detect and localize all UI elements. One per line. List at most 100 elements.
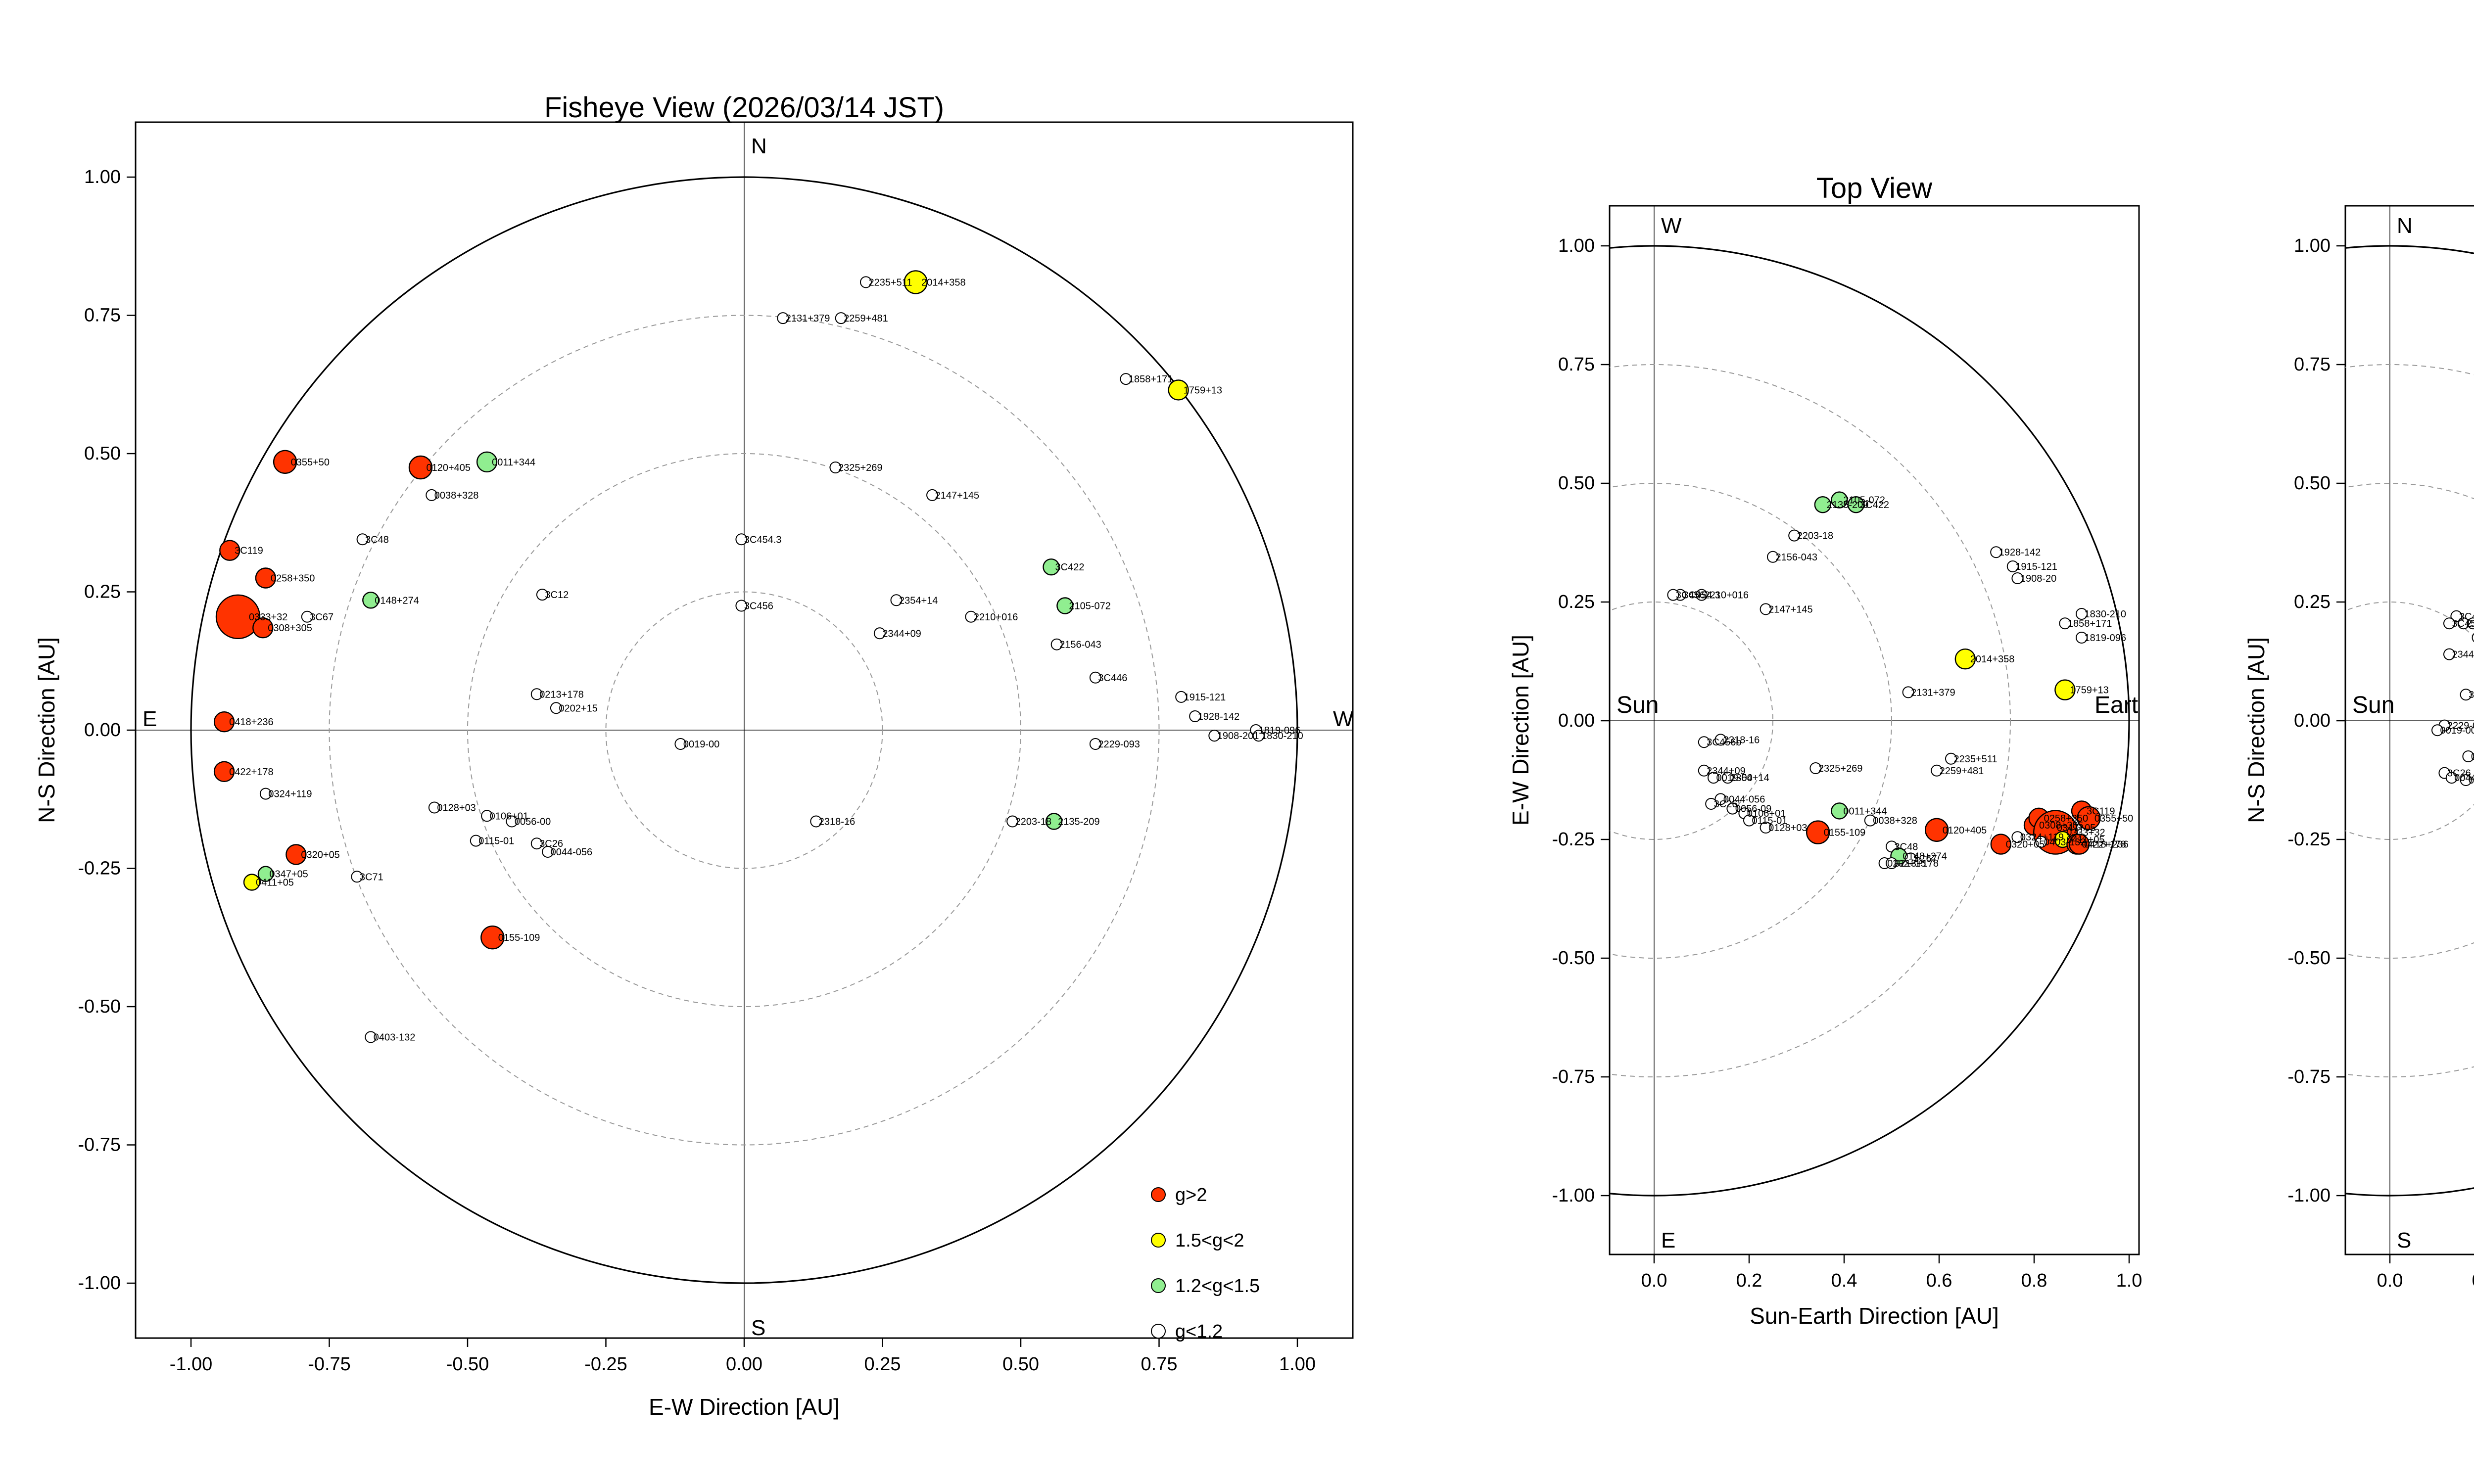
svg-text:3C119: 3C119 [235,546,263,556]
svg-text:0258+350: 0258+350 [271,573,315,584]
svg-text:-1.00: -1.00 [1552,1185,1595,1206]
svg-text:0.25: 0.25 [864,1354,901,1375]
svg-text:3C26: 3C26 [1714,799,1738,810]
svg-text:1908-201: 1908-201 [1217,731,1259,742]
svg-text:-0.75: -0.75 [78,1135,121,1156]
svg-text:2235+511: 2235+511 [869,277,912,288]
svg-text:Fisheye View (2026/03/14 JST): Fisheye View (2026/03/14 JST) [544,92,944,124]
svg-text:0.25: 0.25 [84,582,121,603]
svg-text:1908-20: 1908-20 [2020,573,2056,584]
svg-text:0333+32: 0333+32 [249,612,287,623]
svg-text:1.5<g<2: 1.5<g<2 [1175,1230,1244,1251]
svg-text:2259+481: 2259+481 [1940,766,1984,777]
svg-text:0403-132: 0403-132 [374,1032,416,1043]
svg-text:0.00: 0.00 [726,1354,762,1375]
svg-text:0011+344: 0011+344 [492,457,535,468]
svg-text:-0.50: -0.50 [1552,948,1595,969]
svg-text:2344+09: 2344+09 [882,628,921,639]
svg-text:E: E [1661,1228,1675,1252]
svg-text:1.0: 1.0 [2116,1270,2142,1291]
svg-text:0.0: 0.0 [2377,1270,2403,1291]
svg-text:0.25: 0.25 [1558,592,1595,612]
svg-text:0213+178: 0213+178 [539,689,584,700]
svg-text:Sun: Sun [1617,692,1659,718]
svg-text:-1.00: -1.00 [78,1273,121,1294]
svg-text:0.50: 0.50 [1558,473,1595,494]
svg-text:Sun: Sun [2352,692,2394,718]
svg-text:0019-00: 0019-00 [1716,773,1753,784]
svg-text:1759+13: 1759+13 [1184,385,1222,396]
svg-text:3C12: 3C12 [545,590,569,601]
svg-text:1.00: 1.00 [2294,235,2331,256]
svg-text:0324+119: 0324+119 [268,789,312,800]
svg-text:0.2: 0.2 [2472,1270,2474,1291]
svg-text:2318-16: 2318-16 [819,817,855,828]
svg-text:2344+09: 2344+09 [2452,649,2474,660]
svg-text:N-S Direction [AU]: N-S Direction [AU] [2243,637,2269,823]
svg-text:0056-00: 0056-00 [515,817,551,828]
svg-text:2235+511: 2235+511 [1954,754,1998,765]
svg-text:0418+236: 0418+236 [2084,839,2129,850]
svg-text:-0.75: -0.75 [1552,1067,1595,1087]
svg-text:2156-043: 2156-043 [1776,552,1818,563]
svg-text:1.2<g<1.5: 1.2<g<1.5 [1175,1276,1260,1297]
svg-text:0.75: 0.75 [2294,354,2331,375]
svg-text:-0.25: -0.25 [1552,829,1595,850]
svg-text:0.75: 0.75 [84,305,121,326]
svg-text:3C454.3: 3C454.3 [744,534,782,545]
svg-text:0320+05: 0320+05 [301,850,339,861]
svg-text:2105-072: 2105-072 [1069,601,1111,612]
svg-text:1928-142: 1928-142 [1999,547,2041,558]
svg-text:1819-096: 1819-096 [2085,633,2127,644]
svg-text:Sun-Earth Direction [AU]: Sun-Earth Direction [AU] [1750,1303,1999,1329]
svg-text:0148+274: 0148+274 [375,595,419,606]
svg-text:0115-01: 0115-01 [478,836,514,847]
svg-text:W: W [1661,214,1682,238]
svg-text:2210+016: 2210+016 [974,612,1018,623]
svg-text:2259+481: 2259+481 [844,313,888,324]
svg-text:N: N [2397,214,2413,238]
svg-text:Top View: Top View [1816,172,1933,204]
svg-text:-1.00: -1.00 [170,1354,213,1375]
svg-text:3C71: 3C71 [360,872,383,882]
svg-text:3C48: 3C48 [365,534,389,545]
svg-text:1.00: 1.00 [1279,1354,1316,1375]
svg-text:1.00: 1.00 [1558,235,1595,256]
svg-text:0.8: 0.8 [2021,1270,2047,1291]
svg-text:-0.25: -0.25 [2287,829,2331,850]
svg-text:0155-109: 0155-109 [498,932,540,943]
svg-text:3C446: 3C446 [2469,690,2474,700]
svg-text:0019-00: 0019-00 [683,739,719,750]
svg-text:E-W Direction [AU]: E-W Direction [AU] [649,1394,840,1420]
svg-text:2147+145: 2147+145 [935,490,980,501]
svg-text:2147+145: 2147+145 [1768,604,1813,615]
svg-text:0.75: 0.75 [1141,1354,1178,1375]
svg-text:0.4: 0.4 [1831,1270,1857,1291]
svg-text:0056-09: 0056-09 [2471,751,2474,762]
svg-text:1830-210: 1830-210 [1261,731,1303,742]
svg-text:0.50: 0.50 [2294,473,2331,494]
svg-text:2210+016: 2210+016 [1705,590,1749,601]
svg-text:2014+358: 2014+358 [921,277,966,288]
svg-text:2203-18: 2203-18 [1797,531,1833,542]
svg-text:E: E [143,707,157,731]
svg-text:1759+13: 1759+13 [2070,685,2108,696]
svg-text:3C456: 3C456 [1676,590,1705,601]
svg-text:0.0: 0.0 [1641,1270,1667,1291]
svg-text:0.50: 0.50 [1002,1354,1039,1375]
svg-text:0128+03: 0128+03 [437,803,476,814]
svg-text:2354+14: 2354+14 [899,595,938,606]
svg-text:2014+358: 2014+358 [1970,654,2015,665]
svg-text:3C422: 3C422 [1860,500,1889,510]
svg-text:2203-18: 2203-18 [1015,817,1051,828]
svg-text:3C67: 3C67 [310,612,333,623]
svg-text:S: S [2397,1228,2411,1252]
svg-text:0355+50: 0355+50 [291,457,330,468]
svg-text:0308+305: 0308+305 [268,623,312,634]
svg-text:0.00: 0.00 [84,720,121,741]
svg-text:0213+178: 0213+178 [1895,858,1939,869]
svg-text:2135-209: 2135-209 [1058,817,1100,828]
svg-text:2325+269: 2325+269 [1818,763,1863,774]
svg-text:1858+171: 1858+171 [2068,618,2112,629]
svg-text:W: W [1333,707,1354,731]
